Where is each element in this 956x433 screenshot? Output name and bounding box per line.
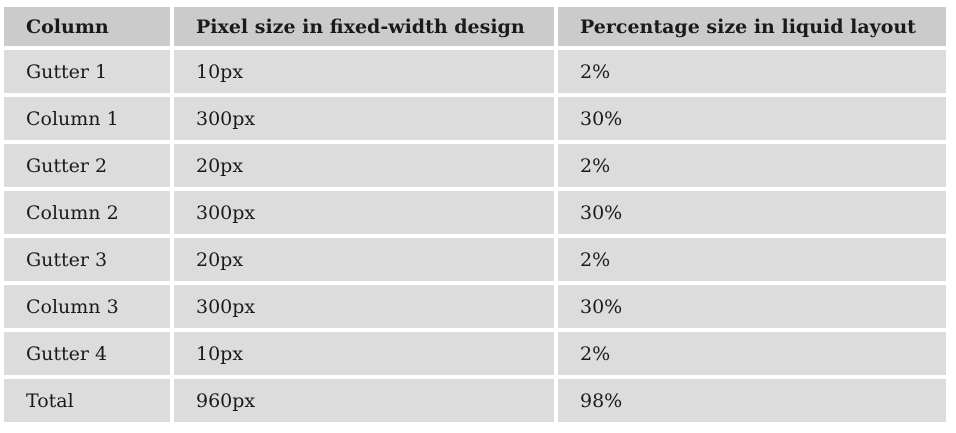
header-row: Column Pixel size in fixed-width design …: [4, 7, 946, 46]
cell-percentage-size: 30%: [558, 191, 946, 234]
cell-pixel-size: 300px: [174, 285, 554, 328]
cell-pixel-size: 20px: [174, 144, 554, 187]
cell-column-name: Column 2: [4, 191, 170, 234]
header-pixel-size: Pixel size in fixed-width design: [174, 7, 554, 46]
cell-column-name: Column 1: [4, 97, 170, 140]
cell-percentage-size: 2%: [558, 238, 946, 281]
cell-percentage-size: 30%: [558, 285, 946, 328]
cell-pixel-size: 20px: [174, 238, 554, 281]
table-row: Column 2 300px 30%: [4, 191, 946, 234]
table-body: Gutter 1 10px 2% Column 1 300px 30% Gutt…: [4, 50, 946, 422]
cell-percentage-size: 30%: [558, 97, 946, 140]
cell-percentage-size: 2%: [558, 144, 946, 187]
table-row: Column 1 300px 30%: [4, 97, 946, 140]
layout-size-table: Column Pixel size in fixed-width design …: [0, 3, 950, 426]
table-row: Gutter 3 20px 2%: [4, 238, 946, 281]
table-row-total: Total 960px 98%: [4, 379, 946, 422]
cell-column-name: Gutter 2: [4, 144, 170, 187]
table-row: Gutter 1 10px 2%: [4, 50, 946, 93]
cell-pixel-size: 300px: [174, 97, 554, 140]
cell-column-name: Gutter 3: [4, 238, 170, 281]
cell-column-name: Gutter 1: [4, 50, 170, 93]
cell-column-name: Column 3: [4, 285, 170, 328]
cell-pixel-size: 960px: [174, 379, 554, 422]
table-header: Column Pixel size in fixed-width design …: [4, 7, 946, 46]
header-column: Column: [4, 7, 170, 46]
cell-column-name: Total: [4, 379, 170, 422]
table-row: Column 3 300px 30%: [4, 285, 946, 328]
cell-percentage-size: 98%: [558, 379, 946, 422]
cell-column-name: Gutter 4: [4, 332, 170, 375]
cell-pixel-size: 300px: [174, 191, 554, 234]
layout-size-table-container: Column Pixel size in fixed-width design …: [4, 7, 950, 422]
cell-pixel-size: 10px: [174, 332, 554, 375]
header-percentage-size: Percentage size in liquid layout: [558, 7, 946, 46]
table-row: Gutter 2 20px 2%: [4, 144, 946, 187]
cell-percentage-size: 2%: [558, 50, 946, 93]
cell-percentage-size: 2%: [558, 332, 946, 375]
table-row: Gutter 4 10px 2%: [4, 332, 946, 375]
cell-pixel-size: 10px: [174, 50, 554, 93]
